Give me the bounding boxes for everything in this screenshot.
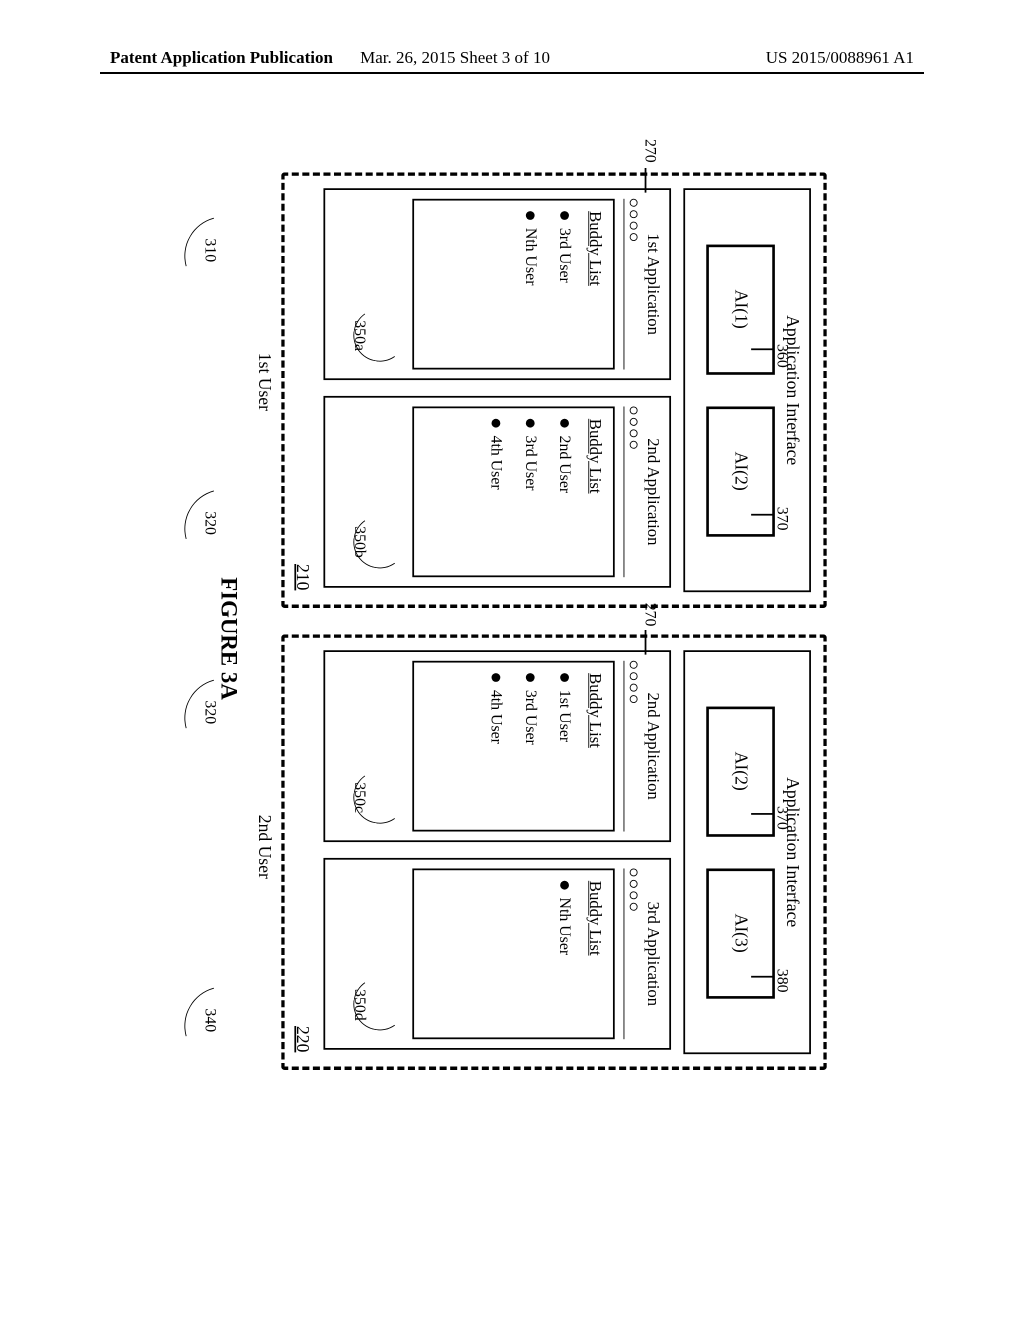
dot-icon [630, 672, 638, 680]
bullet-icon [526, 419, 535, 428]
buddy-item: 3rd User [521, 419, 539, 565]
leader-line [751, 976, 774, 977]
buddy-name: 4th User [487, 690, 505, 744]
buddy-item: 3rd User [556, 211, 574, 357]
dot-icon [630, 891, 638, 899]
buddy-item: 4th User [487, 673, 505, 819]
ref-370-right: 370 [773, 806, 791, 830]
leader-arc [170, 202, 278, 310]
buddy-list-title: Buddy List [585, 419, 604, 565]
app-title: 1st Application [643, 199, 662, 370]
ref-270-left: 270 [641, 139, 659, 163]
application-interface-right: Application Interface AI(2) AI(3) [683, 650, 811, 1054]
ref-210: 210 [292, 564, 312, 590]
app-title: 2nd Application [643, 406, 662, 577]
ref-360: 360 [773, 344, 791, 368]
bullet-icon [526, 211, 535, 220]
buddy-item: 1st User [556, 673, 574, 819]
ref-220: 220 [292, 1026, 312, 1052]
leader-line [645, 630, 646, 655]
bullet-icon [561, 881, 570, 890]
buddy-name: Nth User [521, 228, 539, 286]
ai-box-2: AI(2) [706, 406, 775, 536]
bullet-icon [561, 673, 570, 682]
buddy-name: 3rd User [521, 436, 539, 491]
divider [624, 868, 625, 1039]
dot-icon [630, 199, 638, 207]
window-controls [630, 199, 638, 370]
label-1st-user: 1st User [254, 353, 274, 411]
buddy-list-box: Buddy List Nth User [412, 868, 614, 1039]
buddy-name: 1st User [556, 690, 574, 742]
dot-icon [630, 406, 638, 414]
bullet-icon [526, 673, 535, 682]
figure-area: Application Interface AI(1) AI(2) 1st Ap… [60, 230, 960, 1030]
buddy-list-box: Buddy List 3rd User Nth User [412, 199, 614, 370]
buddy-name: 3rd User [521, 690, 539, 745]
header-pubnumber: US 2015/0088961 A1 [766, 48, 914, 68]
page-header: Patent Application Publication Mar. 26, … [0, 48, 1024, 68]
divider [624, 406, 625, 577]
dot-icon [630, 868, 638, 876]
header-rule [100, 72, 924, 74]
bullet-icon [492, 673, 501, 682]
leader-line [751, 514, 774, 515]
dot-icon [630, 695, 638, 703]
leader-arc [170, 475, 278, 583]
header-publication: Patent Application Publication [110, 48, 333, 68]
bullet-icon [561, 211, 570, 220]
bullet-icon [561, 419, 570, 428]
ai-box-2: AI(2) [706, 706, 775, 836]
ai-box-1: AI(1) [706, 244, 775, 374]
buddy-list-title: Buddy List [585, 211, 604, 357]
dot-icon [630, 903, 638, 911]
dot-icon [630, 429, 638, 437]
buddy-list-box: Buddy List 1st User 3rd User 4th User [412, 661, 614, 832]
app-title: 2nd Application [643, 661, 662, 832]
label-2nd-user: 2nd User [254, 815, 274, 879]
dot-icon [630, 418, 638, 426]
buddy-item: Nth User [556, 881, 574, 1027]
ref-370-left: 370 [773, 507, 791, 531]
window-controls [630, 868, 638, 1039]
ref-270-right: 270 [641, 603, 659, 627]
dot-icon [630, 210, 638, 218]
divider [624, 199, 625, 370]
dot-icon [630, 661, 638, 669]
buddy-name: 2nd User [556, 436, 574, 494]
buddy-list-title: Buddy List [585, 673, 604, 819]
dot-icon [630, 441, 638, 449]
buddy-list-title: Buddy List [585, 881, 604, 1027]
buddy-name: Nth User [556, 898, 574, 956]
buddy-list-box: Buddy List 2nd User 3rd User 4th User [412, 406, 614, 577]
buddy-item: 3rd User [521, 673, 539, 819]
dot-icon [630, 880, 638, 888]
figure-label: FIGURE 3A [215, 577, 241, 700]
leader-line [751, 813, 774, 814]
buddy-item: 2nd User [556, 419, 574, 565]
buddy-item: Nth User [521, 211, 539, 357]
dot-icon [630, 222, 638, 230]
window-controls [630, 661, 638, 832]
dot-icon [630, 684, 638, 692]
leader-arc [170, 972, 278, 1080]
divider [624, 661, 625, 832]
buddy-item: 4th User [487, 419, 505, 565]
buddy-name: 4th User [487, 436, 505, 490]
header-date-sheet: Mar. 26, 2015 Sheet 3 of 10 [360, 48, 550, 68]
ref-380: 380 [773, 969, 791, 993]
ai-box-3: AI(3) [706, 868, 775, 998]
application-interface-left: Application Interface AI(1) AI(2) [683, 188, 811, 592]
dot-icon [630, 233, 638, 241]
app-title: 3rd Application [643, 868, 662, 1039]
leader-line [645, 168, 646, 193]
leader-line [751, 348, 774, 349]
buddy-name: 3rd User [556, 228, 574, 283]
window-controls [630, 406, 638, 577]
bullet-icon [492, 419, 501, 428]
